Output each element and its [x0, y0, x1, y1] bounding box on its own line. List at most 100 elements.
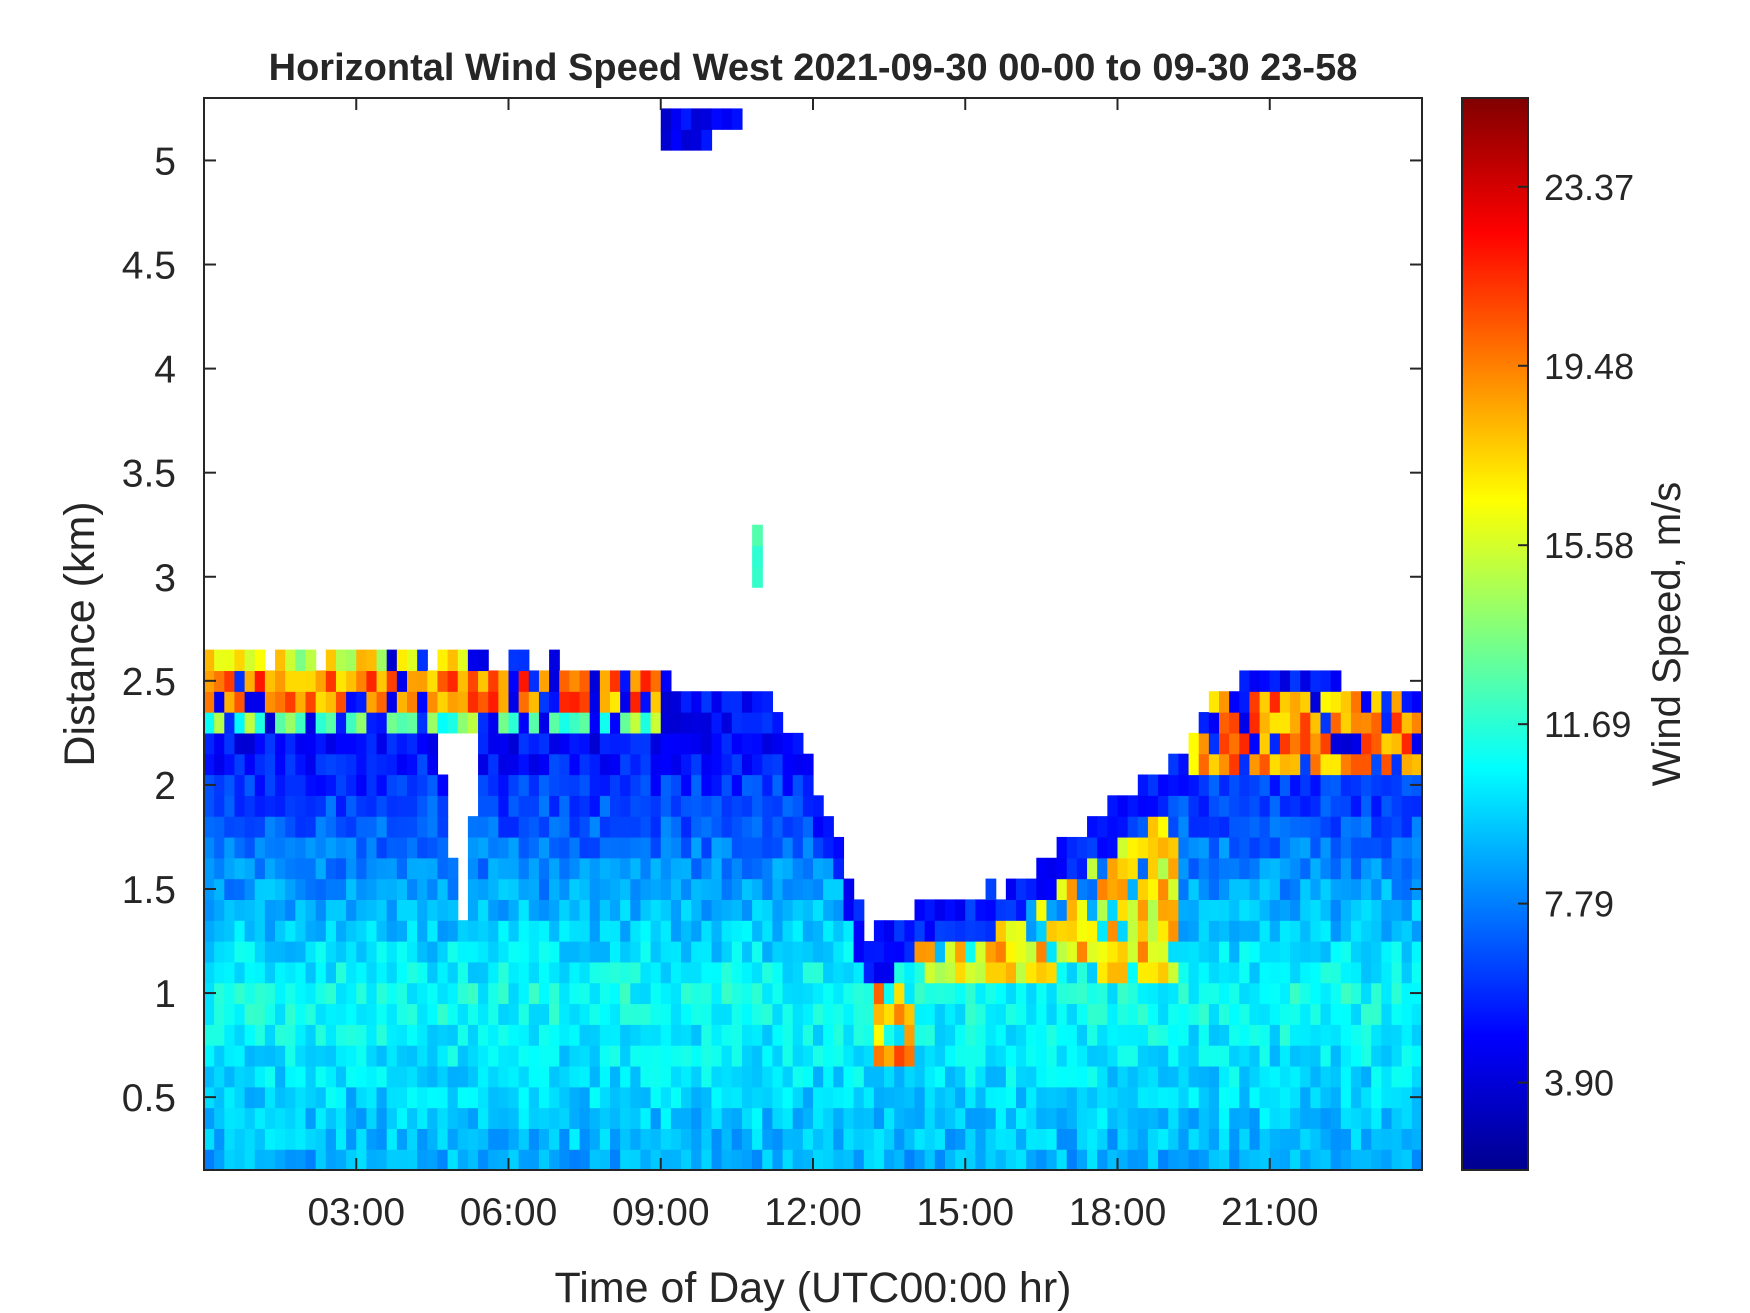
heatmap-cell [1066, 899, 1078, 921]
heatmap-cell [1350, 961, 1362, 984]
heatmap-cell [1076, 1045, 1088, 1067]
heatmap-cell [478, 1024, 489, 1046]
heatmap-cell [752, 1003, 763, 1025]
heatmap-cell [508, 878, 520, 900]
heatmap-cell [1279, 753, 1291, 776]
heatmap-cell [407, 753, 418, 776]
heatmap-cell [1147, 816, 1159, 838]
heatmap-cell [1259, 1107, 1271, 1129]
heatmap-cell [1198, 1003, 1210, 1025]
heatmap-cell [1076, 1107, 1088, 1129]
heatmap-cell [1208, 753, 1220, 776]
heatmap-cell [1036, 1045, 1048, 1067]
heatmap-cell [1300, 1149, 1311, 1170]
heatmap-cell [498, 961, 510, 984]
heatmap-cell [325, 857, 337, 880]
heatmap-cell [1249, 753, 1261, 776]
heatmap-cell [1391, 732, 1403, 755]
heatmap-cell [650, 982, 662, 1005]
heatmap-cell [1371, 1024, 1382, 1046]
heatmap-cell [589, 1149, 601, 1170]
heatmap-cell [934, 899, 946, 921]
heatmap-cell [224, 1128, 236, 1150]
heatmap-cell [1361, 836, 1372, 859]
heatmap-cell [508, 816, 520, 838]
heatmap-cell [721, 1024, 733, 1046]
heatmap-cell [1188, 1086, 1200, 1109]
heatmap-cell [498, 1128, 510, 1150]
heatmap-cell [518, 982, 530, 1005]
heatmap-cell [630, 753, 642, 776]
heatmap-cell [528, 941, 540, 963]
heatmap-cell [813, 920, 824, 942]
heatmap-cell [1147, 878, 1159, 900]
heatmap-cell [488, 691, 499, 713]
heatmap-cell [275, 1086, 286, 1109]
heatmap-cell [731, 1086, 743, 1109]
heatmap-cell [1107, 1045, 1119, 1067]
heatmap-cell [1158, 795, 1169, 817]
heatmap-cell [640, 878, 652, 900]
heatmap-cell [904, 1149, 916, 1170]
heatmap-cell [275, 732, 286, 755]
heatmap-cell [569, 1086, 581, 1109]
heatmap-cell [305, 753, 317, 776]
heatmap-cell [295, 774, 307, 796]
heatmap-cell [335, 691, 347, 713]
heatmap-cell [650, 836, 662, 859]
heatmap-cell [955, 941, 966, 963]
heatmap-cell [630, 795, 642, 817]
heatmap-cell [315, 816, 327, 838]
heatmap-cell [752, 920, 763, 942]
heatmap-cell [670, 857, 682, 880]
heatmap-cell [884, 1086, 895, 1109]
heatmap-cell [478, 1107, 489, 1129]
heatmap-cell [366, 1149, 378, 1170]
heatmap-cell [1320, 941, 1332, 963]
heatmap-cell [589, 982, 601, 1005]
heatmap-cell [427, 816, 439, 838]
heatmap-cell [447, 961, 459, 984]
heatmap-cell [1016, 920, 1027, 942]
heatmap-cell [295, 1128, 307, 1150]
heatmap-cell [1208, 961, 1220, 984]
heatmap-cell [1340, 878, 1352, 900]
heatmap-cell [1269, 1065, 1281, 1088]
heatmap-cell [1229, 795, 1240, 817]
heatmap-cell [1401, 712, 1413, 734]
heatmap-cell [650, 920, 662, 942]
heatmap-cell [1107, 1149, 1119, 1170]
heatmap-cell [518, 1065, 530, 1088]
heatmap-cell [447, 670, 459, 692]
heatmap-cell [1391, 982, 1403, 1005]
heatmap-cell [1046, 982, 1058, 1005]
heatmap-cell [640, 670, 652, 692]
heatmap-cell [1208, 1128, 1220, 1150]
heatmap-cell [741, 732, 753, 755]
heatmap-cell [762, 1149, 773, 1170]
heatmap-cell [843, 1065, 855, 1088]
heatmap-cell [772, 941, 784, 963]
heatmap-cell [275, 649, 286, 672]
heatmap-cell [670, 1128, 682, 1150]
heatmap-cell [346, 753, 357, 776]
heatmap-cell [549, 1045, 560, 1067]
heatmap-cell [620, 1107, 631, 1129]
heatmap-cell [1005, 1149, 1017, 1170]
heatmap-cell [559, 1149, 570, 1170]
heatmap-cell [691, 108, 702, 130]
heatmap-cell [417, 961, 428, 984]
heatmap-cell [275, 1003, 286, 1025]
heatmap-cell [1350, 857, 1362, 880]
heatmap-cell [559, 670, 570, 692]
heatmap-cell [478, 878, 489, 900]
heatmap-cell [569, 1003, 581, 1025]
heatmap-cell [660, 670, 672, 692]
heatmap-cell [772, 982, 784, 1005]
heatmap-cell [975, 1086, 987, 1109]
heatmap-cell [1279, 1128, 1291, 1150]
heatmap-cell [1178, 982, 1190, 1005]
heatmap-cell [1137, 1086, 1149, 1109]
heatmap-cell [630, 941, 642, 963]
